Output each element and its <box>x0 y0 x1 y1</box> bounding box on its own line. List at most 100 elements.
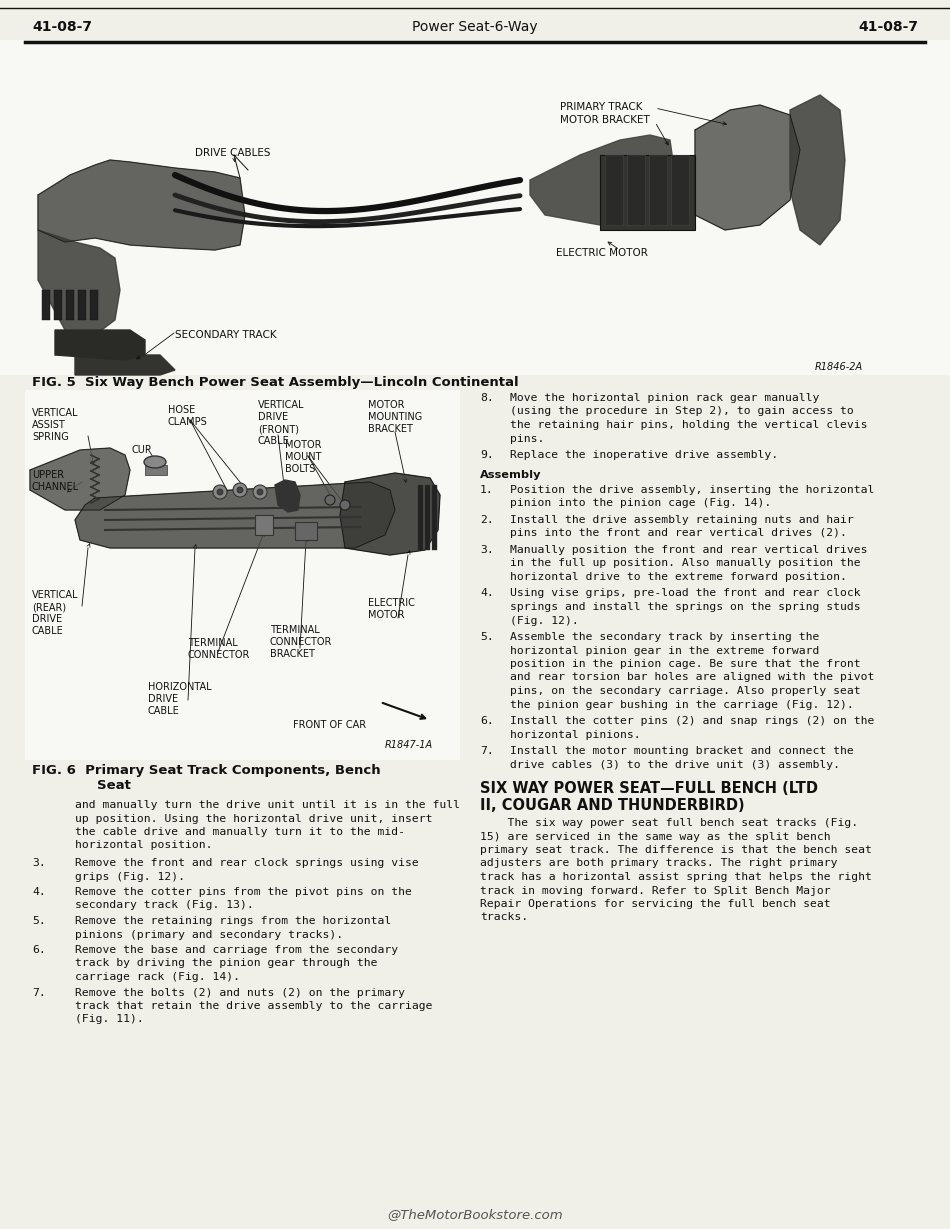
Text: 5.: 5. <box>480 632 494 642</box>
Text: 9.: 9. <box>480 450 494 460</box>
Text: Remove the base and carriage from the secondary: Remove the base and carriage from the se… <box>75 945 398 955</box>
Text: pins into the front and rear vertical drives (2).: pins into the front and rear vertical dr… <box>510 528 846 538</box>
Text: the cable drive and manually turn it to the mid-: the cable drive and manually turn it to … <box>75 827 405 837</box>
Text: 6.: 6. <box>32 945 46 955</box>
Text: (Fig. 12).: (Fig. 12). <box>510 616 579 626</box>
Text: springs and install the springs on the spring studs: springs and install the springs on the s… <box>510 602 861 612</box>
Text: carriage rack (Fig. 14).: carriage rack (Fig. 14). <box>75 972 240 982</box>
Text: pinions (primary and secondary tracks).: pinions (primary and secondary tracks). <box>75 929 343 939</box>
Bar <box>145 465 167 474</box>
Bar <box>671 155 689 225</box>
Polygon shape <box>530 135 675 225</box>
Text: 7.: 7. <box>32 987 46 998</box>
Polygon shape <box>30 449 130 510</box>
Circle shape <box>340 500 350 510</box>
Polygon shape <box>790 95 845 245</box>
Text: R1846-2A: R1846-2A <box>815 363 864 372</box>
Text: MOTOR
MOUNT
BOLTS: MOTOR MOUNT BOLTS <box>285 440 321 474</box>
Text: Seat: Seat <box>97 779 131 791</box>
Text: VERTICAL
DRIVE
(FRONT)
CABLE: VERTICAL DRIVE (FRONT) CABLE <box>258 399 305 446</box>
Text: HORIZONTAL
DRIVE
CABLE: HORIZONTAL DRIVE CABLE <box>148 682 212 717</box>
Bar <box>605 155 623 225</box>
Circle shape <box>325 495 335 505</box>
Text: horizontal drive to the extreme forward position.: horizontal drive to the extreme forward … <box>510 571 846 583</box>
Text: TERMINAL
CONNECTOR
BRACKET: TERMINAL CONNECTOR BRACKET <box>270 626 332 659</box>
Text: FRONT OF CAR: FRONT OF CAR <box>293 720 366 730</box>
Text: (using the procedure in Step 2), to gain access to: (using the procedure in Step 2), to gain… <box>510 407 854 417</box>
Text: 6.: 6. <box>480 717 494 726</box>
Text: FIG. 5  Six Way Bench Power Seat Assembly—Lincoln Continental: FIG. 5 Six Way Bench Power Seat Assembly… <box>32 376 519 390</box>
Text: UPPER
CHANNEL: UPPER CHANNEL <box>32 469 79 492</box>
Bar <box>418 485 423 551</box>
Text: 8.: 8. <box>480 393 494 403</box>
Text: pinion into the pinion cage (Fig. 14).: pinion into the pinion cage (Fig. 14). <box>510 499 771 509</box>
Text: 15) are serviced in the same way as the split bench: 15) are serviced in the same way as the … <box>480 832 830 842</box>
Text: pins.: pins. <box>510 434 544 444</box>
Polygon shape <box>38 160 245 249</box>
Text: secondary track (Fig. 13).: secondary track (Fig. 13). <box>75 901 254 911</box>
Text: 2.: 2. <box>480 515 494 525</box>
Polygon shape <box>75 482 395 548</box>
Text: 4.: 4. <box>32 887 46 897</box>
Text: Remove the bolts (2) and nuts (2) on the primary: Remove the bolts (2) and nuts (2) on the… <box>75 987 405 998</box>
Text: ELECTRIC
MOTOR: ELECTRIC MOTOR <box>368 599 415 619</box>
Text: 41-08-7: 41-08-7 <box>32 20 92 34</box>
Text: Assemble the secondary track by inserting the: Assemble the secondary track by insertin… <box>510 632 819 642</box>
Text: 3.: 3. <box>480 544 494 556</box>
Circle shape <box>213 485 227 499</box>
Text: grips (Fig. 12).: grips (Fig. 12). <box>75 871 185 881</box>
Text: Remove the front and rear clock springs using vise: Remove the front and rear clock springs … <box>75 858 419 868</box>
Text: tracks.: tracks. <box>480 912 528 923</box>
Text: ELECTRIC MOTOR: ELECTRIC MOTOR <box>556 248 648 258</box>
Bar <box>432 485 437 551</box>
Text: Using vise grips, pre-load the front and rear clock: Using vise grips, pre-load the front and… <box>510 589 861 599</box>
Text: Install the cotter pins (2) and snap rings (2) on the: Install the cotter pins (2) and snap rin… <box>510 717 874 726</box>
Text: and manually turn the drive unit until it is in the full: and manually turn the drive unit until i… <box>75 800 460 810</box>
Polygon shape <box>275 481 300 512</box>
Text: TERMINAL
CONNECTOR: TERMINAL CONNECTOR <box>188 638 251 660</box>
Bar <box>425 485 430 551</box>
Bar <box>255 515 273 535</box>
Text: VERTICAL
(REAR)
DRIVE
CABLE: VERTICAL (REAR) DRIVE CABLE <box>32 590 79 635</box>
Polygon shape <box>38 230 120 336</box>
Text: in the full up position. Also manually position the: in the full up position. Also manually p… <box>510 558 861 569</box>
Text: horizontal pinions.: horizontal pinions. <box>510 730 640 740</box>
Bar <box>649 155 667 225</box>
Circle shape <box>253 485 267 499</box>
Text: @TheMotorBookstore.com: @TheMotorBookstore.com <box>388 1208 562 1220</box>
Text: Assembly: Assembly <box>480 469 542 479</box>
Text: DRIVE CABLES: DRIVE CABLES <box>195 147 271 159</box>
Text: R1847-1A: R1847-1A <box>385 740 433 750</box>
Bar <box>78 290 86 320</box>
Text: 41-08-7: 41-08-7 <box>858 20 918 34</box>
Text: 1.: 1. <box>480 485 494 495</box>
Text: Remove the retaining rings from the horizontal: Remove the retaining rings from the hori… <box>75 916 391 925</box>
Bar <box>54 290 62 320</box>
Text: CUP: CUP <box>132 445 152 455</box>
Text: II, COUGAR AND THUNDERBIRD): II, COUGAR AND THUNDERBIRD) <box>480 798 745 814</box>
Text: SIX WAY POWER SEAT—FULL BENCH (LTD: SIX WAY POWER SEAT—FULL BENCH (LTD <box>480 780 818 796</box>
Text: MOTOR
MOUNTING
BRACKET: MOTOR MOUNTING BRACKET <box>368 399 422 434</box>
Circle shape <box>217 489 223 495</box>
Text: SECONDARY TRACK: SECONDARY TRACK <box>175 331 276 340</box>
Bar <box>90 290 98 320</box>
Polygon shape <box>75 355 175 375</box>
Text: (Fig. 11).: (Fig. 11). <box>75 1014 143 1025</box>
Text: 5.: 5. <box>32 916 46 925</box>
Text: PRIMARY TRACK: PRIMARY TRACK <box>560 102 642 112</box>
Polygon shape <box>695 104 800 230</box>
Text: drive cables (3) to the drive unit (3) assembly.: drive cables (3) to the drive unit (3) a… <box>510 760 840 769</box>
Text: primary seat track. The difference is that the bench seat: primary seat track. The difference is th… <box>480 846 872 855</box>
Polygon shape <box>340 473 440 556</box>
Text: horizontal position.: horizontal position. <box>75 841 213 850</box>
Text: track by driving the pinion gear through the: track by driving the pinion gear through… <box>75 959 377 968</box>
Bar <box>25 390 460 760</box>
Text: track has a horizontal assist spring that helps the right: track has a horizontal assist spring tha… <box>480 873 872 882</box>
Text: Replace the inoperative drive assembly.: Replace the inoperative drive assembly. <box>510 450 778 460</box>
Bar <box>295 522 317 540</box>
Bar <box>66 290 74 320</box>
Text: pins, on the secondary carriage. Also properly seat: pins, on the secondary carriage. Also pr… <box>510 686 861 696</box>
Bar <box>42 290 50 320</box>
Text: the pinion gear bushing in the carriage (Fig. 12).: the pinion gear bushing in the carriage … <box>510 699 854 709</box>
Text: Power Seat-6-Way: Power Seat-6-Way <box>412 20 538 34</box>
